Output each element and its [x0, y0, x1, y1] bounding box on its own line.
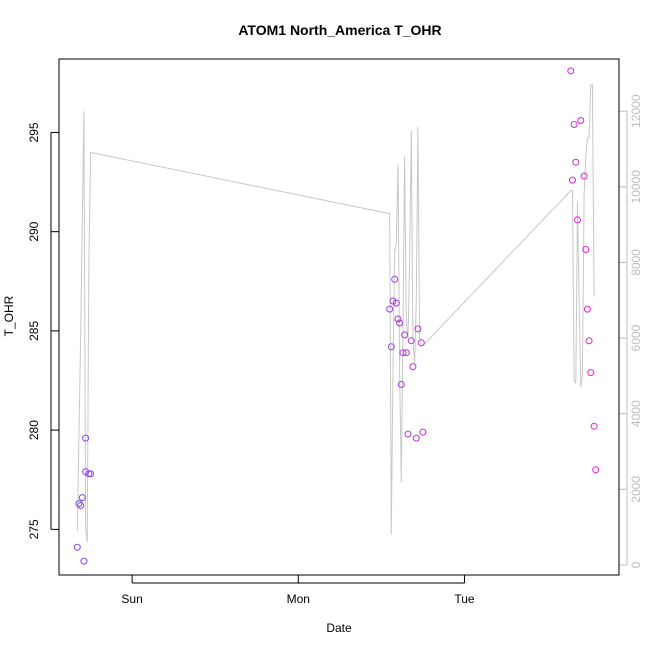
data-point — [404, 430, 412, 438]
x-tick-label: Mon — [287, 592, 310, 606]
data-point — [569, 176, 576, 184]
data-point — [583, 305, 591, 313]
data-point — [386, 305, 394, 313]
data-point — [387, 343, 395, 351]
y2-tick-label: 6000 — [629, 324, 643, 351]
data-point — [582, 246, 590, 253]
data-point — [77, 502, 85, 509]
y2-tick-label: 0 — [629, 561, 643, 568]
y-tick-label: 295 — [27, 122, 41, 142]
data-point — [572, 158, 580, 166]
series-line — [76, 84, 595, 543]
chart-title: ATOM1 North_America T_OHR — [238, 22, 441, 38]
y2-tick-label: 2000 — [629, 476, 643, 503]
data-point — [567, 67, 575, 75]
y2-tick-label: 10000 — [629, 170, 643, 204]
y-tick-label: 290 — [27, 221, 41, 241]
x-axis-label: Date — [326, 621, 352, 635]
y-axis-label: T_OHR — [2, 295, 16, 336]
x-tick-label: Tue — [454, 592, 475, 606]
data-point — [391, 275, 399, 283]
data-point — [577, 117, 585, 124]
data-point — [401, 331, 409, 339]
data-layer — [73, 67, 600, 565]
data-point — [419, 428, 427, 436]
data-point — [394, 315, 402, 323]
data-point — [82, 434, 90, 442]
y2-tick-label: 8000 — [629, 249, 643, 276]
plot-frame — [58, 58, 620, 576]
data-point — [417, 339, 425, 347]
axes-layer: 275 280 285 290 295 0 2000 4000 6000 8000 10000 120… — [27, 94, 643, 606]
data-point — [402, 349, 410, 357]
data-point — [587, 369, 595, 377]
y-tick-label: 285 — [27, 321, 41, 341]
data-point — [574, 216, 581, 224]
data-point — [590, 422, 598, 430]
data-point — [414, 325, 422, 333]
data-point — [407, 337, 415, 345]
y-tick-label: 280 — [27, 420, 41, 440]
data-point — [412, 434, 420, 442]
data-point — [397, 381, 405, 388]
data-point — [80, 557, 88, 565]
data-point — [585, 337, 593, 345]
data-point — [392, 299, 400, 307]
data-point — [78, 494, 86, 502]
y2-tick-label: 12000 — [629, 94, 643, 128]
data-point — [580, 172, 588, 180]
data-point — [592, 466, 600, 474]
data-point — [570, 121, 578, 128]
data-point — [399, 349, 407, 357]
data-point — [396, 319, 404, 327]
data-point — [75, 500, 83, 508]
y-tick-label: 275 — [27, 519, 41, 539]
x-tick-label: Sun — [121, 592, 142, 606]
y2-tick-label: 4000 — [629, 400, 643, 427]
data-point — [87, 470, 95, 478]
data-point — [73, 543, 81, 551]
data-point — [409, 363, 417, 371]
